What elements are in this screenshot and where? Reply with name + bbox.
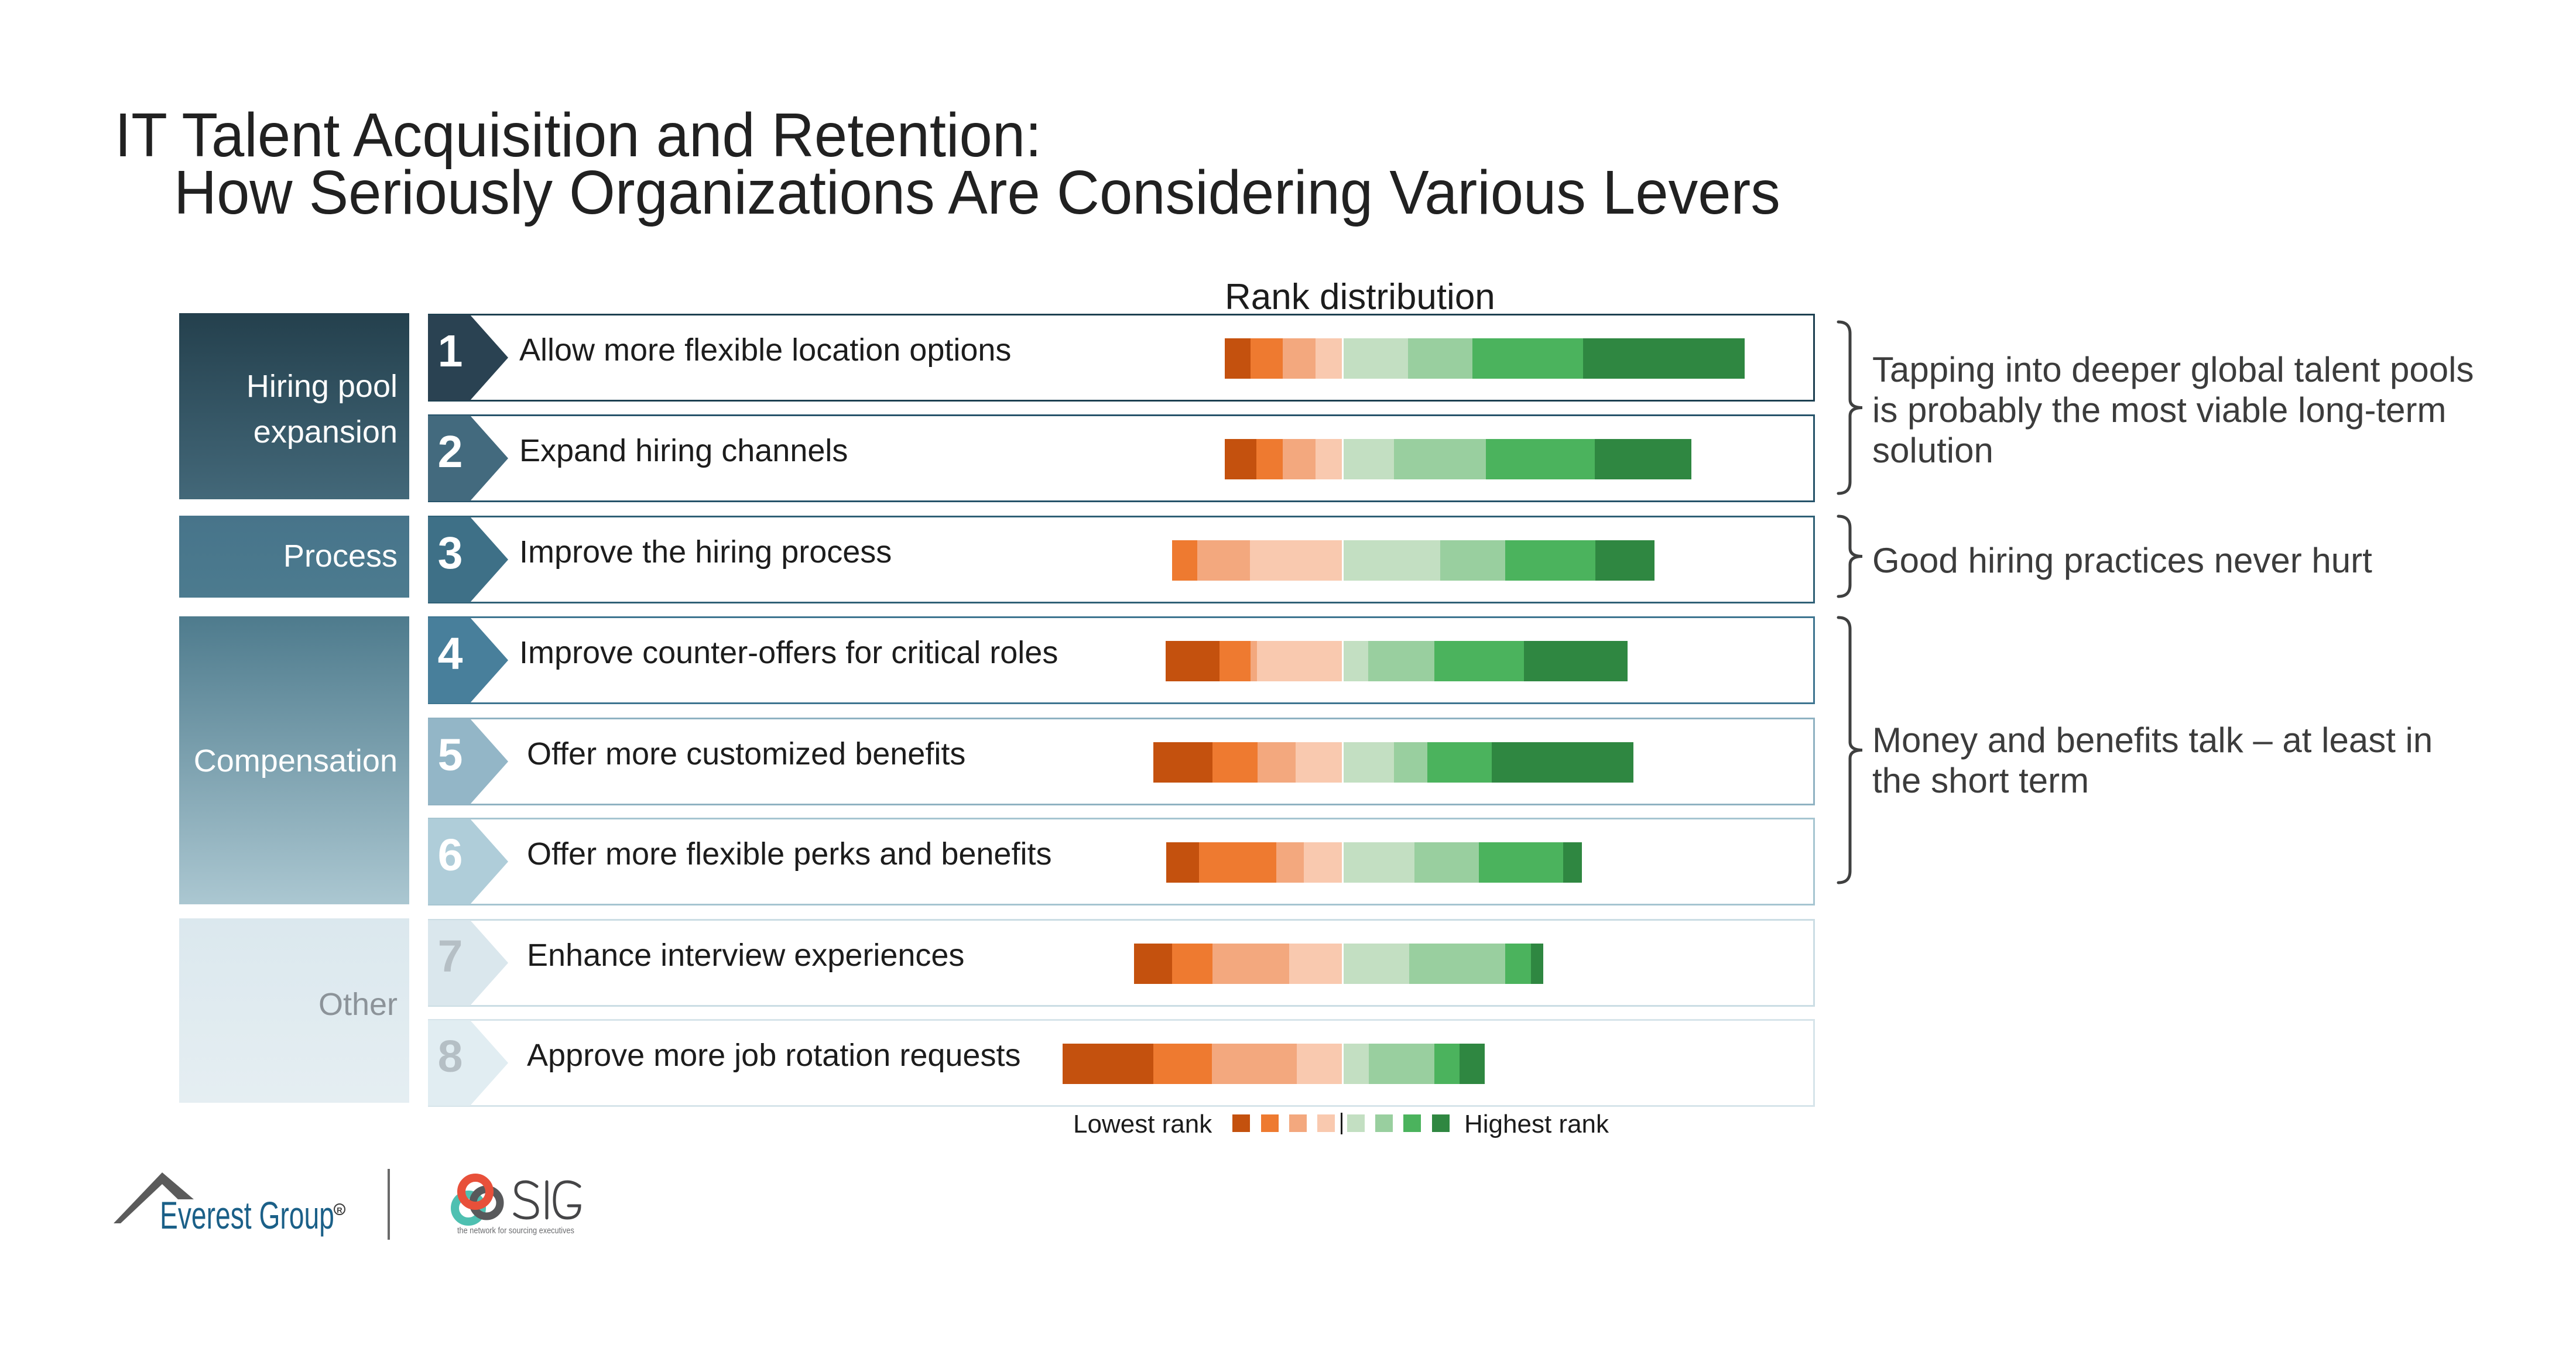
svg-text:R: R xyxy=(337,1206,342,1215)
